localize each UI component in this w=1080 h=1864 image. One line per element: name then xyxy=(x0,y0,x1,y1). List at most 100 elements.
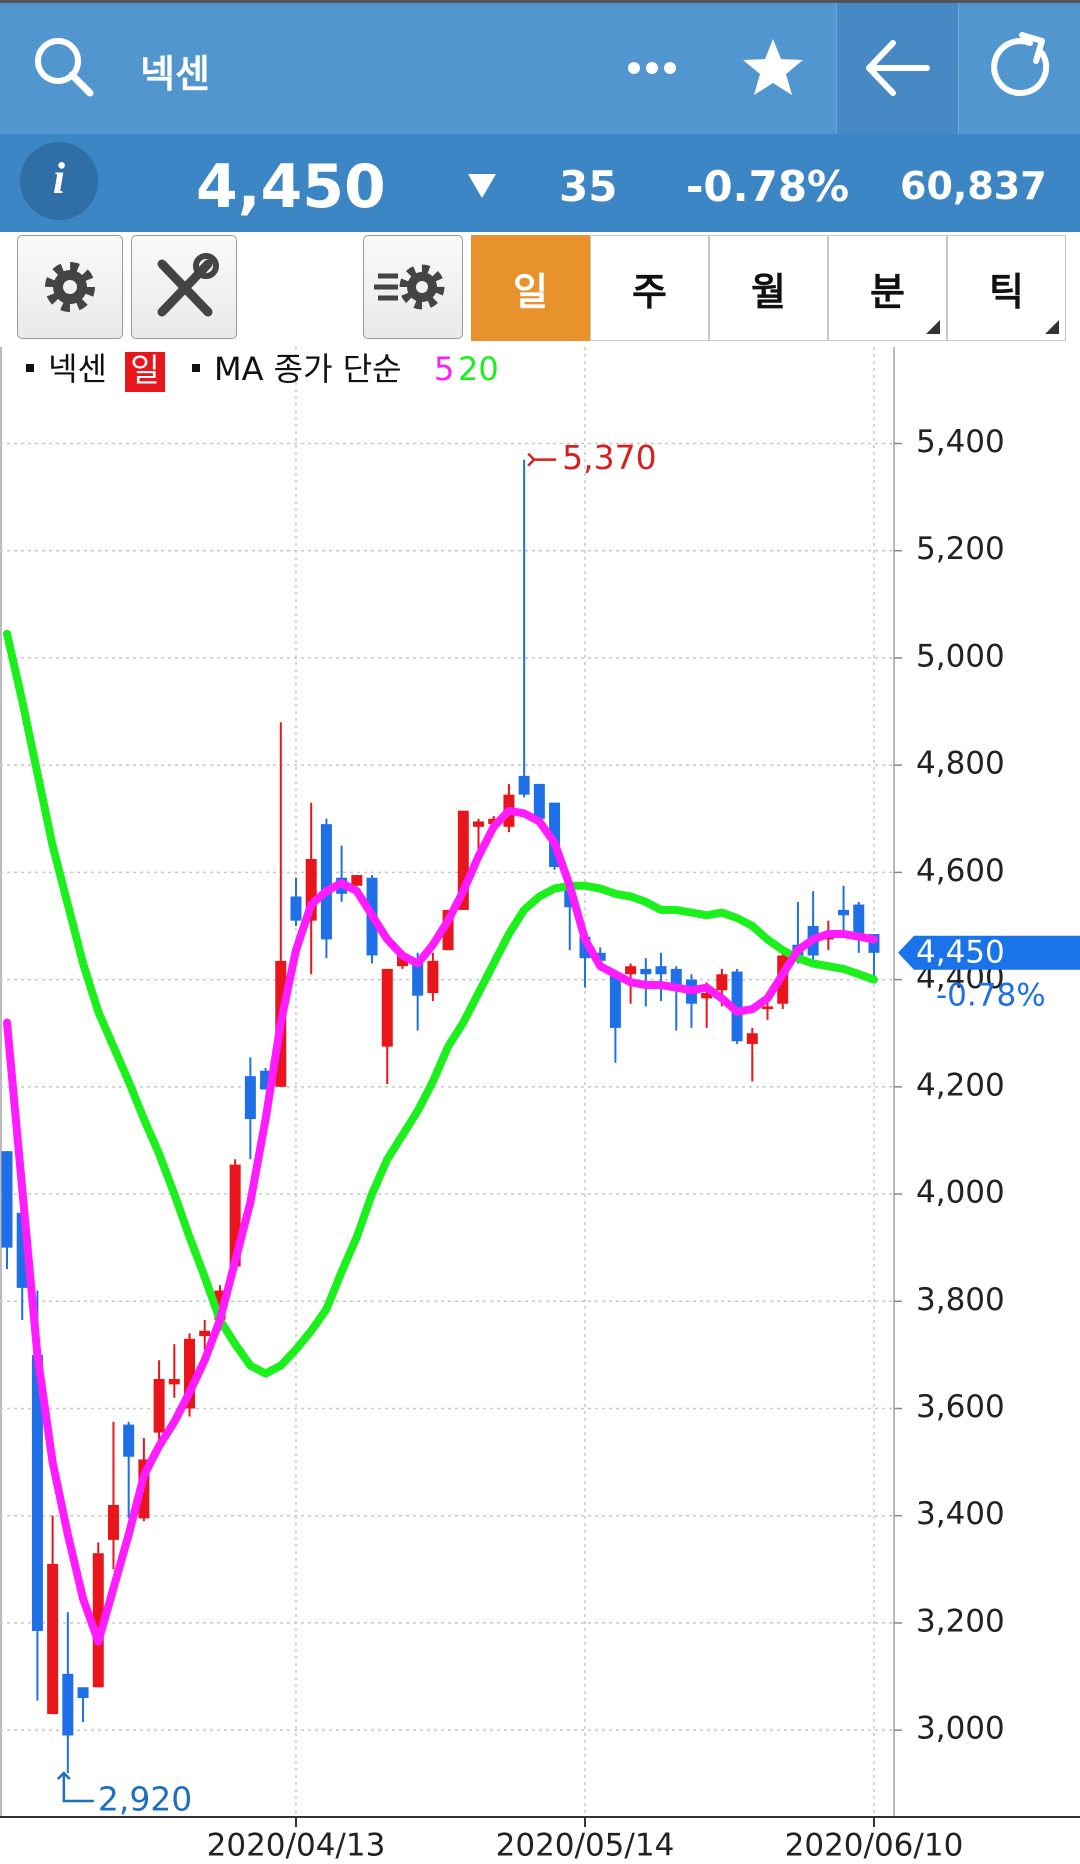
quote-bar: i 4,450 35 -0.78% 60,837 xyxy=(0,134,1080,232)
y-tick-label: 3,600 xyxy=(916,1389,1005,1425)
x-tick-label: 2020/06/10 xyxy=(785,1828,964,1864)
candle-body xyxy=(1,1151,13,1248)
tools-button[interactable] xyxy=(131,235,237,339)
indicator-button[interactable] xyxy=(363,235,463,339)
low-label: 2,920 xyxy=(98,1780,192,1819)
candle-body xyxy=(762,1006,773,1010)
low-marker xyxy=(56,1771,94,1803)
candle-body xyxy=(427,960,439,994)
high-marker xyxy=(527,452,557,467)
candle-body xyxy=(670,968,682,985)
period-tab[interactable]: 월 xyxy=(709,235,828,341)
candle-body xyxy=(320,824,332,940)
y-tick-label: 4,000 xyxy=(916,1175,1005,1211)
candle-body xyxy=(62,1673,74,1736)
x-tick-label: 2020/04/13 xyxy=(207,1828,386,1864)
candle-body xyxy=(199,1330,211,1337)
candle-body xyxy=(16,1212,28,1288)
candle-body xyxy=(47,1563,59,1715)
toolbar: 일 주 월 분 틱 xyxy=(0,232,1080,347)
last-price-label: 4,450 xyxy=(916,934,1005,970)
price: 4,450 xyxy=(196,152,386,222)
candle-body xyxy=(518,775,530,795)
header-bar: 넥센 xyxy=(0,3,1080,134)
candle-body xyxy=(655,966,667,975)
y-tick-label: 3,800 xyxy=(916,1282,1005,1318)
candle-body xyxy=(594,952,606,961)
candle-body xyxy=(442,909,454,951)
period-tab[interactable]: 일 xyxy=(471,235,590,341)
candle-body xyxy=(184,1338,196,1409)
list-gear-icon xyxy=(374,264,445,310)
change-percent: -0.78% xyxy=(686,162,850,211)
tab-label: 틱 xyxy=(989,269,1024,314)
candle-body xyxy=(412,960,424,996)
y-tick-label: 5,400 xyxy=(916,424,1005,460)
settings-button[interactable] xyxy=(17,235,123,339)
search-icon[interactable] xyxy=(0,3,120,134)
candle-body xyxy=(244,1076,256,1119)
candle-body xyxy=(290,896,302,921)
y-tick-label: 5,000 xyxy=(916,638,1005,674)
legend-name: 넥센 xyxy=(48,350,107,388)
info-badge[interactable]: i xyxy=(14,134,104,232)
volume: 60,837 xyxy=(900,164,1047,208)
legend-series: 5 xyxy=(434,350,454,388)
candle-body xyxy=(868,934,880,953)
y-tick-label: 4,800 xyxy=(916,746,1005,782)
candle-body xyxy=(746,1033,758,1044)
candle-body xyxy=(473,821,485,827)
candle-body xyxy=(381,968,393,1047)
y-tick-label: 3,000 xyxy=(916,1711,1005,1747)
candle-body xyxy=(351,875,363,886)
x-tick-label: 2020/05/14 xyxy=(496,1828,675,1864)
more-icon[interactable] xyxy=(612,3,692,134)
y-tick-label: 4,200 xyxy=(916,1067,1005,1103)
y-tick-label: 5,200 xyxy=(916,531,1005,567)
high-label: 5,370 xyxy=(562,438,656,477)
candle-body xyxy=(77,1687,89,1698)
down-arrow xyxy=(468,174,496,198)
star-icon[interactable] xyxy=(733,3,813,134)
candle-body xyxy=(305,858,317,921)
ma-line xyxy=(3,806,878,1646)
candle-body xyxy=(533,783,545,819)
candle-body xyxy=(853,904,865,935)
tab-label: 분 xyxy=(870,269,905,314)
refresh-icon[interactable] xyxy=(962,3,1080,134)
legend-series: 20 xyxy=(458,350,499,388)
candle-body xyxy=(701,993,713,999)
candle-body xyxy=(731,971,743,1042)
legend-square xyxy=(26,364,34,372)
y-tick-label: 4,600 xyxy=(916,853,1005,889)
stock-title: 넥센 xyxy=(140,52,210,96)
chart: 3,0003,2003,4003,6003,8004,0004,2004,400… xyxy=(0,347,1080,1864)
last-change-label: -0.78% xyxy=(936,977,1046,1013)
tools-icon xyxy=(157,253,219,317)
last-price-tag xyxy=(898,935,1080,970)
candle-body xyxy=(229,1164,241,1267)
y-tick-label: 3,200 xyxy=(916,1603,1005,1639)
back-button[interactable] xyxy=(836,3,959,134)
legend-ma-label: MA 종가 단순 xyxy=(214,350,402,388)
info-letter: i xyxy=(53,154,66,203)
candle-body xyxy=(609,974,621,1028)
candle-body xyxy=(625,966,637,975)
candle-body xyxy=(31,1354,43,1631)
candle-body xyxy=(457,810,469,910)
change: 35 xyxy=(559,162,618,211)
candle-body xyxy=(153,1379,165,1433)
status-line xyxy=(0,0,1080,3)
back-icon[interactable] xyxy=(837,3,958,134)
candle-body xyxy=(640,968,652,975)
y-tick-label: 3,400 xyxy=(916,1496,1005,1532)
candle-body xyxy=(107,1504,119,1540)
period-tab[interactable]: 주 xyxy=(590,235,709,341)
period-tab[interactable]: 분 xyxy=(828,235,947,341)
period-tab[interactable]: 틱 xyxy=(947,235,1066,341)
candle-body xyxy=(123,1424,135,1457)
candle-body xyxy=(168,1379,180,1385)
legend-period: 일 xyxy=(130,351,159,389)
ma-line xyxy=(3,629,878,1378)
